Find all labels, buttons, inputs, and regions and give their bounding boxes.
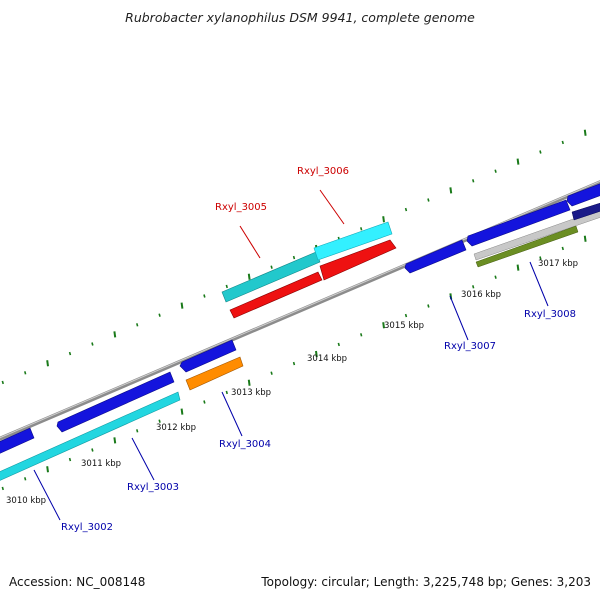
backbone-highlight <box>0 180 600 439</box>
tick-mark <box>315 350 318 358</box>
gene-label-rxyl-3006[interactable]: Rxyl_3006 <box>297 166 349 177</box>
tick-mark <box>46 360 49 367</box>
tick-label-3016: 3016 kbp <box>461 290 501 300</box>
gene-features <box>0 180 600 484</box>
tick-mark <box>427 198 430 202</box>
tick-mark <box>1 486 4 491</box>
tick-mark <box>91 448 94 452</box>
tick-mark <box>158 419 161 423</box>
gene-bar-rxyl-3008-navy[interactable] <box>571 200 600 221</box>
tick-label-3013: 3013 kbp <box>231 388 271 398</box>
tick-mark <box>225 284 228 289</box>
tick-mark <box>583 129 587 136</box>
tick-label-3011: 3011 kbp <box>81 459 121 469</box>
tick-mark <box>539 150 542 154</box>
label-leaders <box>33 189 549 521</box>
tick-mark <box>449 187 453 194</box>
tick-mark <box>270 371 273 375</box>
tick-mark <box>360 333 363 337</box>
tick-mark <box>292 361 296 366</box>
tick-label-3010: 3010 kbp <box>6 496 46 506</box>
tick-mark <box>292 255 296 260</box>
tick-mark <box>113 331 117 338</box>
tick-mark <box>113 437 117 444</box>
tick-mark <box>337 342 340 347</box>
tick-mark <box>516 264 520 271</box>
tick-mark <box>404 207 408 212</box>
tick-mark <box>1 380 4 385</box>
tick-mark <box>472 285 475 289</box>
gene-bar-rxyl-3006-red[interactable] <box>319 239 397 281</box>
gene-bar-rxyl-3004-blue[interactable] <box>179 339 237 373</box>
gene-bar-rxyl-3003-blue-a[interactable] <box>0 427 35 456</box>
tick-mark <box>46 466 49 473</box>
gene-bar-rxyl-3004[interactable] <box>185 356 244 391</box>
gene-bar-rxyl-3003-blue-b[interactable] <box>56 371 175 433</box>
tick-mark <box>382 322 385 329</box>
gene-bar-rxyl-3007[interactable] <box>404 239 467 274</box>
tick-mark <box>68 457 72 462</box>
tick-marks <box>1 129 587 491</box>
tick-mark <box>472 179 475 183</box>
tick-label-3012: 3012 kbp <box>156 423 196 433</box>
tick-mark <box>24 371 27 375</box>
tick-mark <box>180 408 184 415</box>
tick-mark <box>427 304 430 308</box>
tick-mark <box>247 379 251 386</box>
gene-bar-rxyl-3008-olive[interactable] <box>475 225 579 268</box>
tick-mark <box>360 227 363 231</box>
tick-label-3017: 3017 kbp <box>538 259 578 269</box>
gene-bar-rxyl-3008-gray[interactable] <box>473 206 600 261</box>
gene-label-rxyl-3005[interactable]: Rxyl_3005 <box>215 202 267 213</box>
tick-mark <box>136 429 139 433</box>
map-title: Rubrobacter xylanophilus DSM 9941, compl… <box>125 10 475 25</box>
tick-mark <box>158 313 161 317</box>
tick-mark <box>91 342 94 346</box>
tick-mark <box>494 169 497 173</box>
tick-mark <box>494 275 497 279</box>
tick-mark <box>203 294 206 298</box>
gene-label-rxyl-3007[interactable]: Rxyl_3007 <box>444 341 496 352</box>
tick-mark <box>561 246 564 251</box>
tick-mark <box>24 477 27 481</box>
gene-bar-rxyl-3006-cyan[interactable] <box>313 221 393 261</box>
tick-mark <box>180 302 184 309</box>
gene-label-rxyl-3004[interactable]: Rxyl_3004 <box>219 439 271 450</box>
tick-mark <box>270 265 273 269</box>
gene-label-rxyl-3003[interactable]: Rxyl_3003 <box>127 482 179 493</box>
gene-bar-rxyl-3008-blue[interactable] <box>466 199 571 247</box>
tick-mark <box>583 235 587 242</box>
backbone-line <box>0 180 600 441</box>
tick-label-3014: 3014 kbp <box>307 354 347 364</box>
tick-mark <box>68 351 72 356</box>
tick-mark <box>404 313 408 318</box>
tick-mark <box>247 273 251 280</box>
gene-label-rxyl-3002[interactable]: Rxyl_3002 <box>61 522 113 533</box>
tick-mark <box>516 158 520 165</box>
gene-bar-rxyl-3005-teal[interactable] <box>221 251 321 303</box>
tick-mark <box>561 140 564 145</box>
tick-mark <box>539 256 542 260</box>
tick-mark <box>203 400 206 404</box>
tick-label-3015: 3015 kbp <box>384 321 424 331</box>
tick-mark <box>225 390 228 395</box>
accession-label: Accession: NC_008148 <box>9 575 146 589</box>
tick-mark <box>382 216 385 223</box>
gene-bar-rxyl-3008-blue-b[interactable] <box>566 180 600 207</box>
tick-mark <box>136 323 139 327</box>
gene-bar-rxyl-3005-red[interactable] <box>229 271 323 319</box>
gene-bar-rxyl-3002[interactable] <box>0 391 181 484</box>
genome-summary: Topology: circular; Length: 3,225,748 bp… <box>261 575 591 589</box>
gene-label-rxyl-3008[interactable]: Rxyl_3008 <box>524 309 576 320</box>
